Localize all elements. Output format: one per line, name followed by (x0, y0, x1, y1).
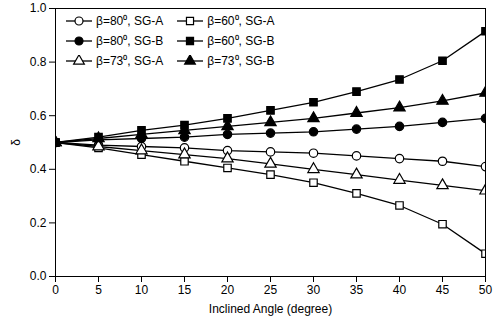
svg-text:40: 40 (393, 283, 407, 297)
svg-text:15: 15 (178, 283, 192, 297)
html-text:β=80⁰, SG-B: β=80⁰, SG-B (96, 34, 164, 48)
svg-text:50: 50 (479, 283, 493, 297)
svg-text:Inclined Angle (degree): Inclined Angle (degree) (209, 302, 332, 316)
svg-text:45: 45 (436, 283, 450, 297)
svg-text:0.8: 0.8 (30, 55, 47, 69)
html-text:β=73⁰, SG-B: β=73⁰, SG-B (207, 54, 275, 68)
html-text:β=60⁰, SG-B: β=60⁰, SG-B (207, 34, 275, 48)
html-text:β=73⁰, SG-A: β=73⁰, SG-A (96, 54, 164, 68)
svg-text:20: 20 (221, 283, 235, 297)
svg-text:0.2: 0.2 (30, 216, 47, 230)
svg-text:25: 25 (264, 283, 278, 297)
svg-text:0: 0 (52, 283, 59, 297)
svg-text:30: 30 (307, 283, 321, 297)
svg-text:0.6: 0.6 (30, 109, 47, 123)
svg-text:35: 35 (350, 283, 364, 297)
svg-text:5: 5 (95, 283, 102, 297)
html-text:β=60⁰, SG-A: β=60⁰, SG-A (207, 14, 275, 28)
svg-text:δ: δ (9, 139, 23, 146)
svg-text:1.0: 1.0 (30, 1, 47, 15)
svg-text:0.4: 0.4 (30, 162, 47, 176)
html-text:β=80⁰, SG-A: β=80⁰, SG-A (96, 14, 164, 28)
svg-text:10: 10 (135, 283, 149, 297)
svg-text:0.0: 0.0 (30, 269, 47, 283)
